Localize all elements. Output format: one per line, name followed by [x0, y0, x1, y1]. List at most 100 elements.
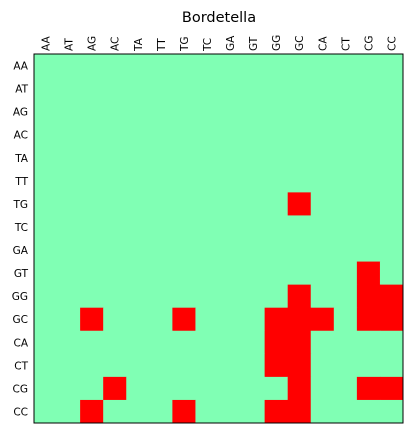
heatmap-cell-TT-TA [126, 169, 150, 193]
heatmap-cell-AC-GT [241, 123, 266, 147]
heatmap-cell-CG-TC [195, 376, 219, 401]
heatmap-cell-GG-CA [310, 284, 335, 309]
heatmap-cell-GC-GC [287, 307, 312, 332]
heatmap-cell-AT-GC [287, 77, 312, 101]
heatmap-cell-GC-CG [356, 307, 381, 332]
heatmap-cell-CT-AT [57, 353, 81, 378]
heatmap-cell-GT-CC [379, 261, 404, 286]
heatmap-cell-GA-AC [103, 238, 127, 262]
heatmap-cell-CG-CT [333, 376, 358, 401]
heatmap-cell-CC-AC [103, 399, 127, 424]
heatmap-cell-GC-TA [126, 307, 150, 332]
heatmap-cell-GG-GT [241, 284, 266, 309]
heatmap-cell-AG-AT [57, 100, 81, 124]
heatmap-cell-CG-AC [103, 376, 127, 401]
heatmap-cell-AT-GG [264, 77, 289, 101]
heatmap-cell-GA-CT [333, 238, 358, 262]
heatmap-cell-GA-GC [287, 238, 312, 262]
heatmap-cell-CA-TT [149, 330, 173, 355]
y-tick-label-CT: CT [14, 360, 28, 372]
heatmap-cell-GA-CC [379, 238, 404, 262]
heatmap-cell-AC-GG [264, 123, 289, 147]
heatmap-cell-TG-AC [103, 192, 127, 216]
heatmap-cell-AC-CA [310, 123, 335, 147]
heatmap-cell-GA-TT [149, 238, 173, 262]
heatmap-cell-TC-TA [126, 215, 150, 239]
heatmap-cell-CT-TT [149, 353, 173, 378]
heatmap-cell-AT-AG [80, 77, 104, 101]
heatmap-cell-AG-GT [241, 100, 266, 124]
heatmap-cell-TG-TG [172, 192, 196, 216]
heatmap-cell-TG-CT [333, 192, 358, 216]
heatmap-cell-CG-CC [379, 376, 404, 401]
heatmap-cell-TC-TG [172, 215, 196, 239]
heatmap-cell-TA-AC [103, 146, 127, 170]
y-tick-label-GC: GC [13, 314, 28, 326]
heatmap-cell-TC-CT [333, 215, 358, 239]
heatmap-cell-GC-GT [241, 307, 266, 332]
heatmap-cell-CT-CC [379, 353, 404, 378]
y-tick-label-AG: AG [13, 107, 28, 119]
heatmap-cell-GG-GC [287, 284, 312, 309]
heatmap-cell-AA-AG [80, 54, 104, 78]
heatmap-cell-AC-GC [287, 123, 312, 147]
heatmap-cell-CG-TT [149, 376, 173, 401]
heatmap-cell-CC-CA [310, 399, 335, 424]
heatmap-cell-CC-AA [34, 399, 58, 424]
heatmap-cell-CG-AA [34, 376, 58, 401]
heatmap-cell-CA-CT [333, 330, 358, 355]
heatmap-cell-TA-CC [379, 146, 404, 170]
heatmap-cell-CA-CA [310, 330, 335, 355]
heatmap-cell-TA-CT [333, 146, 358, 170]
heatmap-cell-TC-CG [356, 215, 381, 239]
heatmap-cell-GC-GA [218, 307, 242, 332]
heatmap-cell-GA-TG [172, 238, 196, 262]
heatmap-cell-GT-GG [264, 261, 289, 286]
heatmap-cell-GT-TG [172, 261, 196, 286]
heatmap-cell-AG-CG [356, 100, 381, 124]
heatmap-cell-GG-TA [126, 284, 150, 309]
heatmap-cell-GA-CA [310, 238, 335, 262]
heatmap-cell-CA-GG [264, 330, 289, 355]
heatmap-cell-GC-AC [103, 307, 127, 332]
heatmap-cell-TT-AC [103, 169, 127, 193]
y-tick-label-GT: GT [14, 268, 29, 280]
heatmap-cell-TC-TT [149, 215, 173, 239]
heatmap-cell-AA-CG [356, 54, 381, 78]
heatmap-cell-TA-TG [172, 146, 196, 170]
heatmap-cell-AA-TA [126, 54, 150, 78]
heatmap-cell-CC-GG [264, 399, 289, 424]
heatmap-cell-CT-TC [195, 353, 219, 378]
heatmap-cell-CG-TG [172, 376, 196, 401]
x-tick-label-CC: CC [386, 36, 398, 51]
heatmap-cell-GT-GC [287, 261, 312, 286]
heatmap-cell-TT-CA [310, 169, 335, 193]
heatmap-cell-AG-TG [172, 100, 196, 124]
heatmap-cell-CA-TA [126, 330, 150, 355]
heatmap-cell-GC-CT [333, 307, 358, 332]
heatmap-cell-CC-TG [172, 399, 196, 424]
heatmap-cell-CT-GC [287, 353, 312, 378]
heatmap-cell-AC-TT [149, 123, 173, 147]
heatmap-cell-AA-CA [310, 54, 335, 78]
heatmap-cell-CA-GA [218, 330, 242, 355]
heatmap-cell-GG-TG [172, 284, 196, 309]
heatmap-cell-AT-CT [333, 77, 358, 101]
heatmap-cell-AC-CT [333, 123, 358, 147]
heatmap-cell-TT-CG [356, 169, 381, 193]
heatmap-cell-GC-TG [172, 307, 196, 332]
heatmap-cell-AG-AC [103, 100, 127, 124]
heatmap-cell-GA-TC [195, 238, 219, 262]
heatmap-cell-AA-TT [149, 54, 173, 78]
heatmap-cell-TT-CC [379, 169, 404, 193]
heatmap-cells [34, 54, 404, 424]
heatmap-cell-TA-GT [241, 146, 266, 170]
chart-title: Bordetella [182, 10, 256, 26]
heatmap-cell-CA-CC [379, 330, 404, 355]
heatmap-cell-CT-CG [356, 353, 381, 378]
heatmap-cell-TA-TT [149, 146, 173, 170]
heatmap-cell-TT-GT [241, 169, 266, 193]
heatmap-cell-TC-GT [241, 215, 266, 239]
heatmap-cell-TA-GA [218, 146, 242, 170]
